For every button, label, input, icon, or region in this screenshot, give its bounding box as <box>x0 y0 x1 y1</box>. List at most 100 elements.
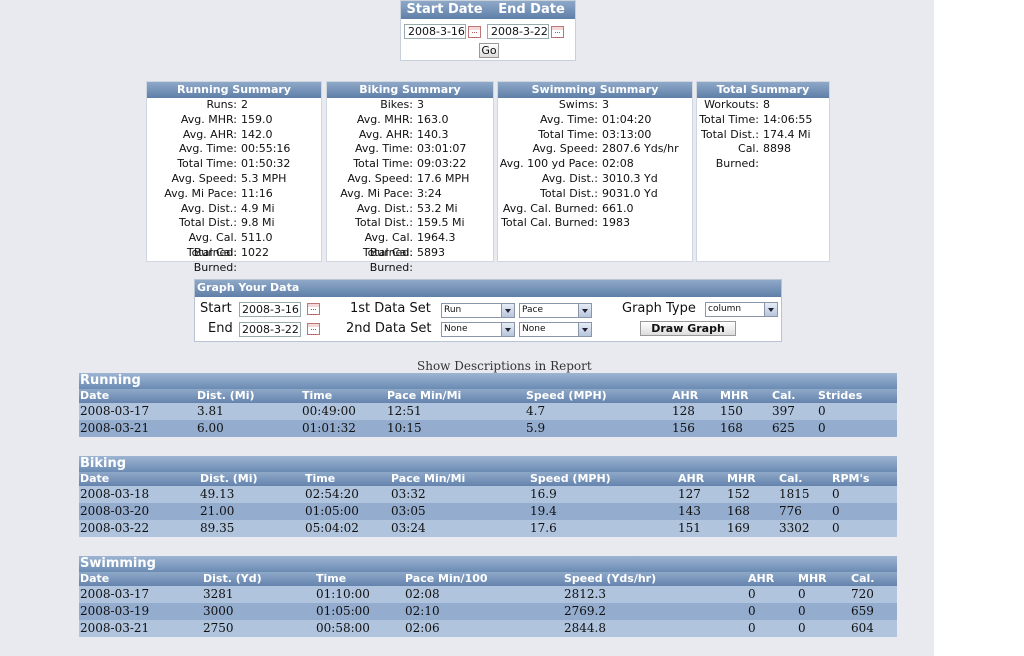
summary-row: Avg. AHR: 142.0 <box>147 128 321 143</box>
data-set-1-sport-select[interactable]: Run <box>441 303 515 318</box>
show-descriptions-link[interactable]: Show Descriptions in Report <box>417 359 592 373</box>
graph-type-select[interactable]: column <box>705 302 778 317</box>
data-set-2-metric-select[interactable]: None <box>519 322 592 337</box>
column-header[interactable]: Speed (MPH) <box>526 389 607 402</box>
table-cell: 776 <box>779 504 802 518</box>
table-cell: 0 <box>832 487 840 501</box>
biking-summary: Biking Summary Bikes: 3 Avg. MHR: 163.0 Avg.… <box>326 81 494 274</box>
data-set-2-sport-select[interactable]: None <box>441 322 515 337</box>
column-header[interactable]: Date <box>80 472 110 485</box>
summary-value: 140.3 <box>417 127 449 141</box>
column-header[interactable]: Cal. <box>779 472 803 485</box>
table-cell: 397 <box>772 404 795 418</box>
table-cell: 2008-03-21 <box>80 421 150 435</box>
column-header[interactable]: MHR <box>720 389 749 402</box>
table-cell: 2008-03-19 <box>80 604 150 618</box>
summary-row: Avg. Dist.: 4.9 Mi <box>147 202 321 217</box>
summary-key: Avg. Time: <box>179 142 237 156</box>
start-date-input[interactable]: 2008-3-16 <box>404 24 466 39</box>
table-cell: 03:05 <box>391 504 426 518</box>
summary-row: Bikes: 3 <box>327 98 493 113</box>
summary-value: 3 <box>602 98 609 111</box>
table-cell: 01:10:00 <box>316 587 370 601</box>
summary-value: 1964.3 <box>417 231 456 245</box>
column-header[interactable]: Speed (MPH) <box>530 472 611 485</box>
summary-key: Total Dist.: <box>701 127 759 141</box>
column-header[interactable]: RPM's <box>832 472 870 485</box>
summary-value: 8 <box>763 98 770 111</box>
chevron-down-icon <box>764 303 777 316</box>
column-header[interactable]: AHR <box>672 389 699 402</box>
summary-key: Runs: <box>206 98 237 111</box>
data-set-2-sport-value: None <box>444 324 468 334</box>
table-cell: 19.4 <box>530 504 557 518</box>
calendar-icon[interactable] <box>307 323 320 335</box>
table-cell: 01:05:00 <box>316 604 370 618</box>
summary-key: Avg. Time: <box>355 142 413 156</box>
summary-value: 17.6 MPH <box>417 171 470 185</box>
summary-value: 8898 <box>763 142 791 156</box>
column-header[interactable]: Dist. (Mi) <box>200 472 258 485</box>
summary-value: 174.4 Mi <box>763 127 811 141</box>
column-header[interactable]: Speed (Yds/hr) <box>564 572 657 585</box>
go-button[interactable]: Go <box>479 43 499 58</box>
date-range-bar: Start Date End Date 2008-3-16 2008-3-22 … <box>400 0 576 61</box>
table-cell: 128 <box>672 404 695 418</box>
column-header[interactable]: Pace Min/100 <box>405 572 488 585</box>
column-header[interactable]: Time <box>316 572 347 585</box>
graph-end-input[interactable]: 2008-3-22 <box>239 322 301 337</box>
summary-row: Avg. Speed: 17.6 MPH <box>327 172 493 187</box>
table-cell: 03:32 <box>391 487 426 501</box>
table-cell: 01:01:32 <box>302 421 356 435</box>
end-date-input[interactable]: 2008-3-22 <box>487 24 549 39</box>
summary-key: Total Dist.: <box>179 216 237 230</box>
column-header[interactable]: Date <box>80 389 110 402</box>
summary-row: Avg. Speed: 2807.6 Yds/hr <box>498 142 692 157</box>
data-set-2-metric-value: None <box>522 324 546 334</box>
summary-row: Total Cal. Burned: 1983 <box>498 216 692 231</box>
data-set-1-metric-select[interactable]: Pace <box>519 303 592 318</box>
summary-row: Avg. Cal. Burned: 1964.3 <box>327 231 493 259</box>
column-header[interactable]: Date <box>80 572 110 585</box>
chevron-down-icon <box>501 304 514 317</box>
column-header[interactable]: AHR <box>748 572 775 585</box>
biking-summary-rows: Bikes: 3 Avg. MHR: 163.0 Avg. AHR: 140.3 Avg. … <box>327 98 493 274</box>
summary-value: 11:16 <box>241 186 273 200</box>
summary-key: Avg. Time: <box>540 112 598 126</box>
column-header[interactable]: Strides <box>818 389 863 402</box>
column-header[interactable]: MHR <box>798 572 827 585</box>
table-cell: 0 <box>798 587 806 601</box>
running-summary-rows: Runs: 2 Avg. MHR: 159.0 Avg. AHR: 142.0 Avg. T… <box>147 98 321 274</box>
column-header[interactable]: AHR <box>678 472 705 485</box>
calendar-icon[interactable] <box>307 303 320 315</box>
table-row: 2008-03-20 21.00 01:05:00 03:05 19.4 143 168 77… <box>79 503 897 520</box>
column-header[interactable]: Time <box>305 472 336 485</box>
summary-value: 01:50:32 <box>241 157 291 171</box>
summary-row: Avg. Mi Pace: 11:16 <box>147 187 321 202</box>
draw-graph-button[interactable]: Draw Graph <box>640 321 736 336</box>
column-header[interactable]: Cal. <box>772 389 796 402</box>
graph-start-input[interactable]: 2008-3-16 <box>239 302 301 317</box>
column-header[interactable]: Dist. (Yd) <box>203 572 262 585</box>
column-header[interactable]: Time <box>302 389 333 402</box>
column-header[interactable]: Cal. <box>851 572 875 585</box>
table-cell: 5.9 <box>526 421 546 435</box>
column-header[interactable]: Pace Min/Mi <box>387 389 462 402</box>
summary-row: Avg. Mi Pace: 3:24 <box>327 187 493 202</box>
table-cell: 127 <box>678 487 701 501</box>
table-cell: 2844.8 <box>564 621 606 635</box>
table-cell: 143 <box>678 504 701 518</box>
column-header[interactable]: Dist. (Mi) <box>197 389 255 402</box>
running-summary-title: Running Summary <box>147 82 321 98</box>
column-header[interactable]: MHR <box>727 472 756 485</box>
table-cell: 2008-03-17 <box>80 587 150 601</box>
table-cell: 21.00 <box>200 504 235 518</box>
calendar-icon[interactable] <box>551 25 564 38</box>
calendar-icon[interactable] <box>468 25 481 38</box>
summary-value: 00:55:16 <box>241 142 291 156</box>
graph-type-value: column <box>708 304 742 314</box>
table-cell: 00:58:00 <box>316 621 370 635</box>
table-cell: 168 <box>720 421 743 435</box>
summary-key: Total Time: <box>353 157 413 171</box>
column-header[interactable]: Pace Min/Mi <box>391 472 466 485</box>
